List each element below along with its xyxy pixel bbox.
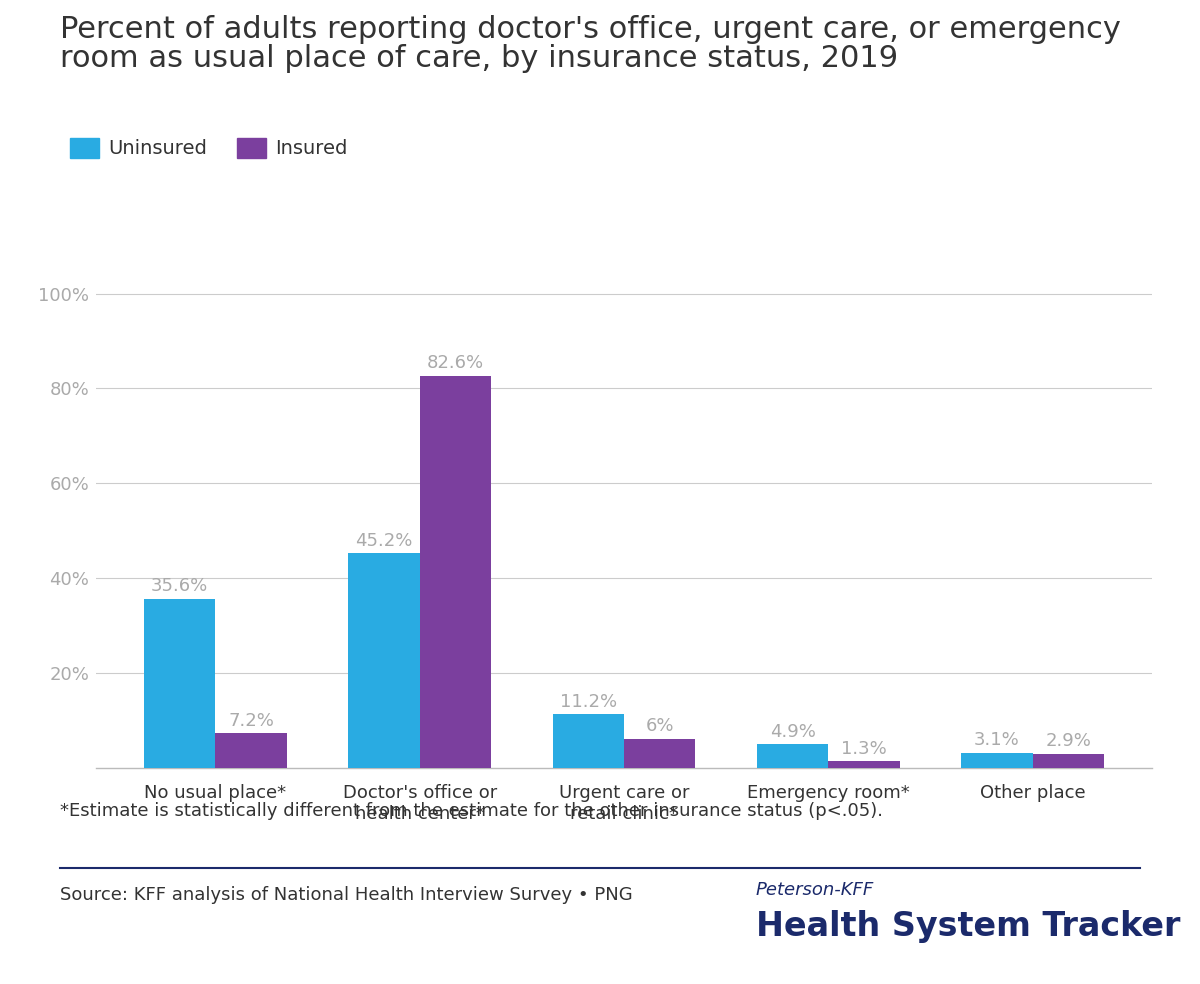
Bar: [144, 599, 216, 768]
Text: Percent of adults reporting doctor's office, urgent care, or emergency: Percent of adults reporting doctor's off…: [60, 15, 1121, 43]
Bar: [624, 739, 696, 768]
Text: Health System Tracker: Health System Tracker: [756, 910, 1181, 944]
Text: Peterson-KFF: Peterson-KFF: [756, 881, 875, 898]
Text: 6%: 6%: [646, 717, 674, 735]
Bar: [420, 376, 491, 768]
Text: 3.1%: 3.1%: [974, 731, 1020, 749]
Bar: [1032, 754, 1104, 768]
Text: 45.2%: 45.2%: [355, 531, 413, 550]
Bar: [348, 553, 420, 768]
Text: 2.9%: 2.9%: [1045, 732, 1091, 750]
Text: 7.2%: 7.2%: [228, 711, 274, 729]
Text: 11.2%: 11.2%: [559, 693, 617, 710]
Text: 35.6%: 35.6%: [151, 577, 209, 595]
Text: room as usual place of care, by insurance status, 2019: room as usual place of care, by insuranc…: [60, 44, 898, 73]
Text: 1.3%: 1.3%: [841, 740, 887, 758]
Text: Source: KFF analysis of National Health Interview Survey • PNG: Source: KFF analysis of National Health …: [60, 886, 632, 903]
Text: 82.6%: 82.6%: [427, 354, 484, 372]
Text: 4.9%: 4.9%: [769, 722, 816, 741]
Bar: [757, 744, 828, 768]
Bar: [961, 753, 1032, 768]
Text: *Estimate is statistically different from the estimate for the other insurance s: *Estimate is statistically different fro…: [60, 802, 883, 820]
Bar: [216, 733, 287, 768]
Legend: Uninsured, Insured: Uninsured, Insured: [70, 138, 348, 158]
Bar: [828, 762, 900, 768]
Bar: [552, 714, 624, 768]
